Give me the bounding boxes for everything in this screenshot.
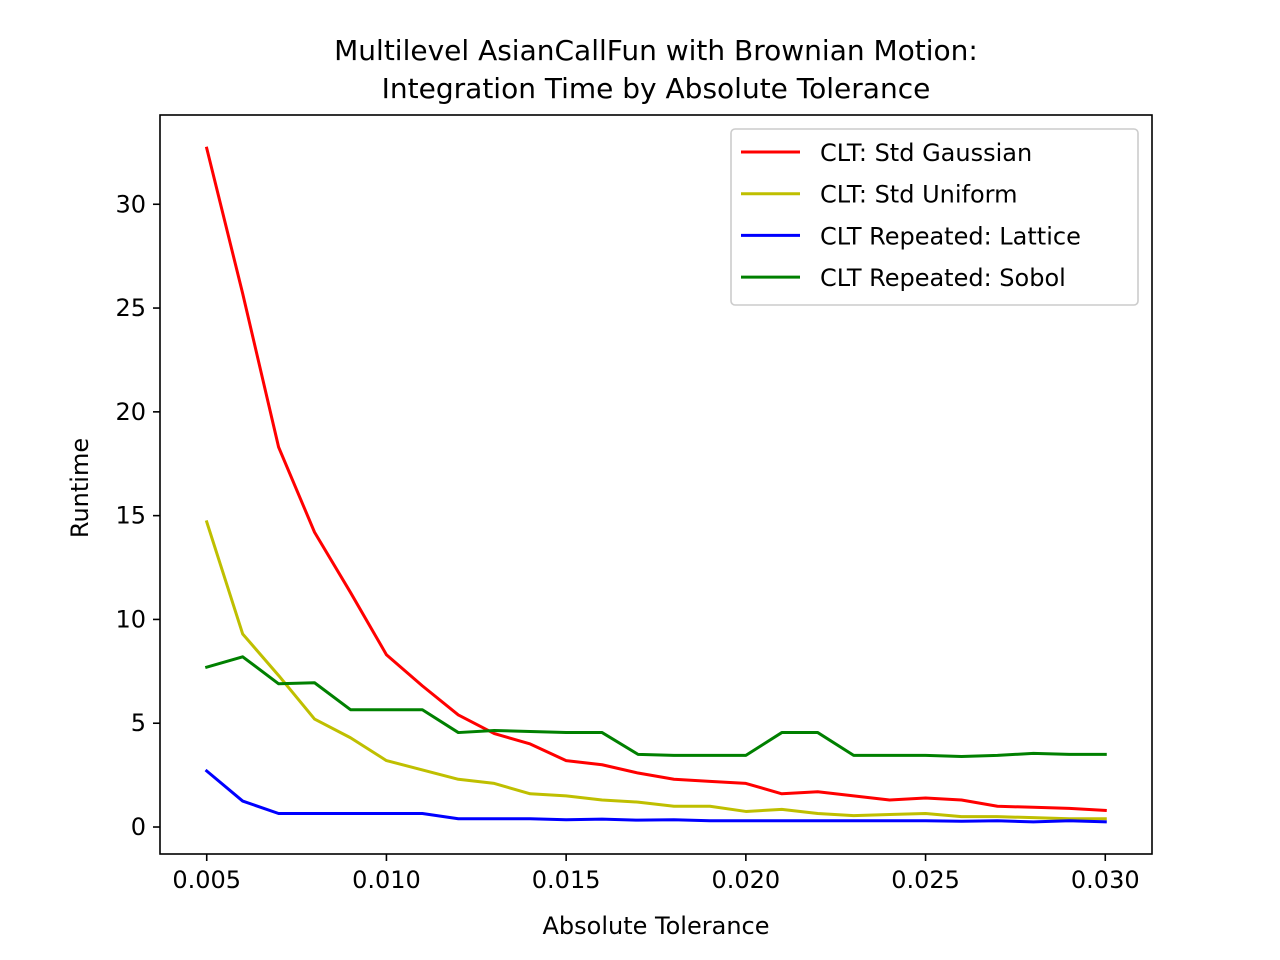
series-layer xyxy=(204,146,1107,824)
x-axis-label: Absolute Tolerance xyxy=(543,912,770,940)
x-tick-label: 0.005 xyxy=(172,866,241,894)
x-tick-label: 0.020 xyxy=(711,866,780,894)
y-tick-label: 15 xyxy=(115,502,146,530)
x-tick-label: 0.010 xyxy=(352,866,421,894)
legend: CLT: Std Gaussian CLT: Std Uniform CLT Rep… xyxy=(730,128,1139,306)
series-line-3 xyxy=(204,768,1107,824)
y-tick-label: 25 xyxy=(115,294,146,322)
series-line-4 xyxy=(204,655,1107,758)
y-tick-label: 20 xyxy=(115,398,146,426)
y-tick-label: 10 xyxy=(115,605,146,633)
axes-layer: 0.005 0.010 0.015 0.020 0.025 0.030 0 5 10 15 20 25… xyxy=(115,190,1139,894)
series-line-2 xyxy=(204,519,1107,821)
x-tick-label: 0.015 xyxy=(532,866,601,894)
plot-area-frame xyxy=(159,114,1153,855)
legend-label: CLT Repeated: Sobol xyxy=(820,264,1066,292)
legend-label: CLT Repeated: Lattice xyxy=(820,222,1081,250)
legend-label: CLT: Std Gaussian xyxy=(820,139,1032,167)
y-tick-label: 30 xyxy=(115,190,146,218)
legend-box xyxy=(730,128,1139,306)
series-line-1 xyxy=(204,146,1107,812)
y-axis-label: Runtime xyxy=(66,438,94,538)
x-tick-label: 0.030 xyxy=(1071,866,1140,894)
chart-title-line2: Integration Time by Absolute Tolerance xyxy=(382,72,931,105)
x-tick-label: 0.025 xyxy=(891,866,960,894)
y-tick-label: 0 xyxy=(131,813,146,841)
chart-title-line1: Multilevel AsianCallFun with Brownian Mo… xyxy=(334,34,978,67)
y-tick-label: 5 xyxy=(131,709,146,737)
legend-label: CLT: Std Uniform xyxy=(820,181,1017,209)
